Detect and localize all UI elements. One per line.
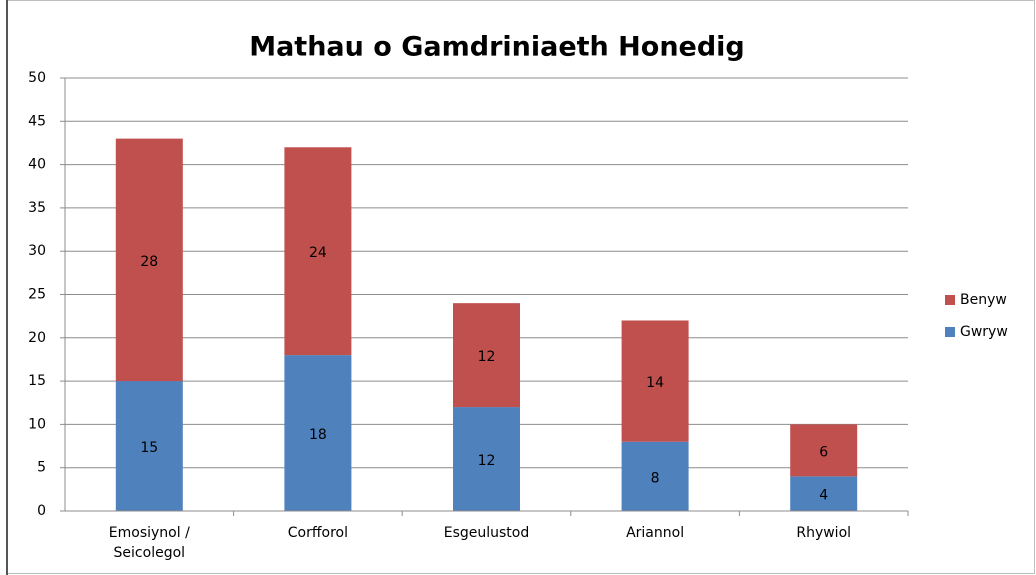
- bar-segment: [115, 381, 183, 511]
- x-tick-label: Ariannol: [626, 525, 684, 541]
- x-tick-label: Emosiynol / Seicolegol: [109, 525, 190, 561]
- y-tick-label: 10: [28, 416, 46, 432]
- y-tick-label: 35: [28, 200, 46, 216]
- legend-label: Gwryw: [960, 324, 1008, 340]
- legend-swatch: [945, 327, 955, 337]
- y-tick-label: 25: [28, 287, 46, 303]
- x-tick-label: Corfforol: [288, 525, 348, 541]
- x-tick-label: Rhywiol: [796, 525, 851, 541]
- chart-title: Mathau o Gamdriniaeth Honedig: [249, 32, 745, 63]
- data-label: 4: [819, 488, 828, 504]
- data-label: 14: [646, 375, 664, 391]
- bar-segment: [790, 476, 858, 511]
- data-label: 12: [478, 453, 496, 469]
- bar-segment: [284, 355, 352, 511]
- y-tick-label: 5: [37, 460, 46, 476]
- x-tick-label: Esgeulustod: [444, 525, 530, 541]
- bar-segment: [115, 138, 183, 382]
- bar-segment: [621, 441, 689, 511]
- legend-swatch: [945, 295, 955, 305]
- y-tick-label: 20: [28, 330, 46, 346]
- bar-segment: [284, 147, 352, 356]
- data-label: 15: [140, 440, 158, 456]
- bar-segment: [453, 407, 520, 511]
- y-tick-label: 40: [28, 157, 46, 173]
- data-label: 24: [309, 245, 327, 261]
- legend-label: Benyw: [960, 292, 1007, 308]
- data-label: 28: [140, 254, 158, 270]
- data-label: 8: [651, 470, 660, 486]
- data-label: 18: [309, 427, 327, 443]
- y-tick-label: 50: [28, 70, 46, 86]
- bar-segment: [621, 320, 689, 442]
- bar-segment: [453, 303, 520, 408]
- y-tick-label: 15: [28, 373, 46, 389]
- data-label: 12: [478, 349, 496, 365]
- y-tick-label: 30: [28, 243, 46, 259]
- bar-segment: [790, 424, 858, 477]
- data-label: 6: [819, 444, 828, 460]
- y-tick-label: 0: [37, 503, 46, 519]
- y-tick-label: 45: [28, 113, 46, 129]
